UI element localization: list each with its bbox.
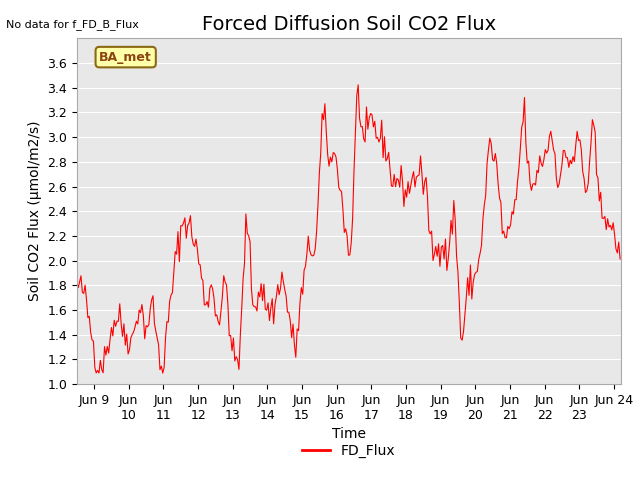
X-axis label: Time: Time [332, 427, 366, 441]
Y-axis label: Soil CO2 Flux (μmol/m2/s): Soil CO2 Flux (μmol/m2/s) [28, 121, 42, 301]
Text: No data for f_FD_B_Flux: No data for f_FD_B_Flux [6, 19, 140, 30]
Legend: FD_Flux: FD_Flux [296, 438, 401, 464]
Text: BA_met: BA_met [99, 50, 152, 64]
Title: Forced Diffusion Soil CO2 Flux: Forced Diffusion Soil CO2 Flux [202, 15, 496, 34]
